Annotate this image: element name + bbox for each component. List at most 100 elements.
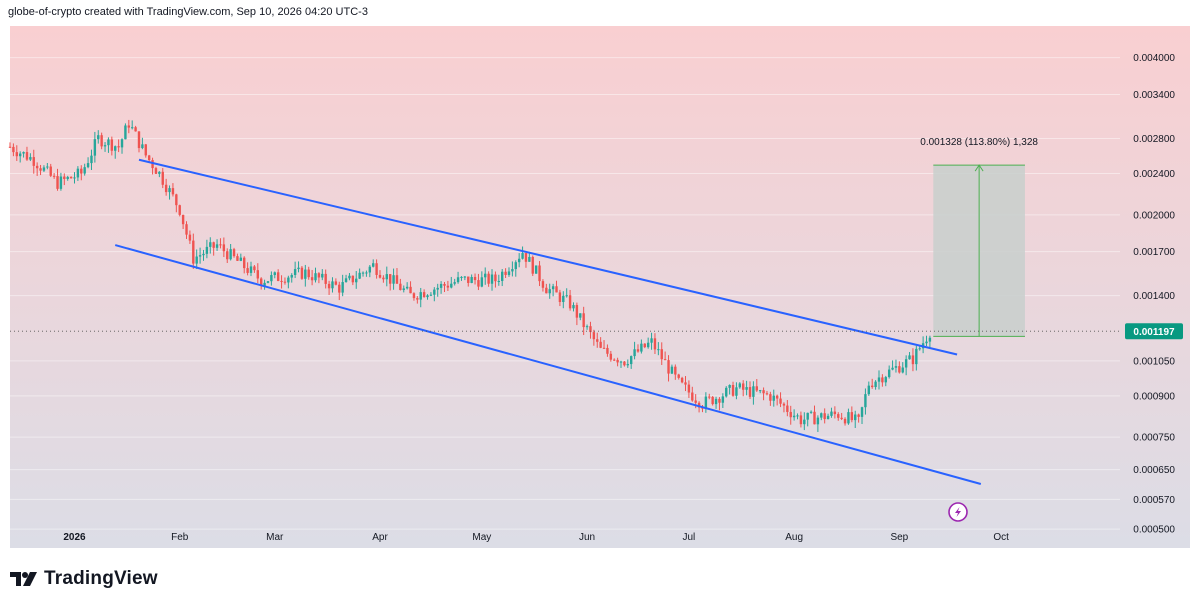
candle-body (694, 400, 697, 403)
price-axis[interactable]: 0.004000 0.003400 0.002800 0.002400 0.002000… (1125, 53, 1183, 536)
candle-body (925, 341, 928, 344)
candle-body (361, 272, 365, 274)
candle-body (243, 257, 246, 269)
candle-body (297, 267, 300, 270)
candle-body (463, 276, 467, 278)
x-tick-label: Mar (266, 532, 284, 543)
candle-body (120, 139, 124, 148)
channel-line-upper (138, 158, 958, 356)
drawing-overlay[interactable]: 0.001328 (113.80%) 1,328 (10, 137, 1120, 485)
candle-body (134, 127, 137, 132)
candle-body (758, 390, 762, 392)
candle-body (507, 271, 511, 275)
candle-body (399, 283, 402, 291)
candle-body (796, 415, 799, 417)
candle-body (198, 255, 202, 257)
candle-body (324, 273, 327, 284)
candle-body (338, 284, 341, 293)
candle-body (222, 244, 226, 252)
candle-body (633, 349, 636, 357)
candle-body (568, 295, 572, 309)
candle-body (426, 295, 429, 298)
candle-body (725, 387, 728, 397)
candle-body (49, 166, 52, 176)
candle-body (355, 278, 358, 283)
candle-body (765, 393, 769, 395)
candle-body (514, 262, 517, 270)
y-tick-label: 0.000650 (1133, 465, 1175, 476)
candle-body (762, 390, 765, 394)
candle-body (127, 125, 131, 128)
candle-body (602, 347, 606, 349)
candle-body (596, 339, 599, 342)
candle-body (12, 146, 15, 153)
candle-body (843, 418, 847, 424)
candle-body (259, 278, 263, 286)
candle-body (629, 356, 633, 365)
candle-body (501, 271, 504, 281)
candle-body (124, 125, 127, 140)
candle-body (385, 274, 388, 280)
candle-body (640, 343, 643, 352)
candle-body (372, 263, 375, 267)
candle-body (147, 155, 151, 161)
candle-body (745, 387, 748, 390)
candle-body (517, 258, 521, 263)
candle-body (928, 337, 932, 342)
candle-body (775, 395, 779, 399)
candle-body (551, 286, 555, 290)
tradingview-logo[interactable]: TradingView (10, 566, 158, 592)
candle-body (728, 385, 731, 388)
candle-body (484, 273, 487, 278)
candle-body (314, 273, 317, 281)
candle-body (487, 273, 490, 284)
current-price-badge (1125, 323, 1183, 340)
y-tick-label: 0.000750 (1133, 433, 1175, 444)
candle-body (680, 377, 684, 383)
candle-body (178, 205, 181, 215)
candle-body (674, 366, 677, 375)
candle-body (562, 295, 565, 303)
candle-body (331, 281, 334, 289)
candle-body (799, 415, 803, 425)
candle-body (874, 381, 877, 388)
candle-body (422, 292, 426, 298)
candle-body (205, 246, 209, 254)
candle-body (450, 283, 453, 288)
candle-body (131, 127, 134, 129)
candle-body (871, 385, 874, 388)
current-price-label: 0.001197 (1133, 327, 1175, 338)
candle-body (304, 269, 307, 279)
candle-body (63, 176, 66, 179)
time-axis[interactable]: 2026 Feb Mar Apr May Jun Jul Aug Sep Oct (63, 532, 1009, 543)
candle-body (59, 176, 63, 189)
candle-body (653, 338, 657, 350)
candle-body (494, 274, 497, 282)
tradingview-mark-icon (10, 572, 37, 586)
candle-body (192, 240, 195, 264)
candle-body (232, 249, 236, 257)
x-tick-label: Jun (579, 532, 595, 543)
candle-body (826, 415, 830, 420)
candle-body (901, 367, 904, 373)
candle-body (864, 394, 867, 408)
candle-body (820, 413, 823, 418)
candle-body (15, 152, 18, 157)
candle-body (524, 253, 528, 262)
candle-body (714, 398, 718, 405)
candle-body (266, 281, 270, 283)
lightning-icon[interactable] (948, 502, 968, 522)
candle-body (161, 171, 164, 185)
candle-body (35, 165, 39, 169)
candle-body (76, 168, 80, 178)
candle-body (202, 253, 205, 256)
candle-body (66, 176, 69, 179)
candle-body (616, 359, 619, 363)
candle-body (467, 276, 470, 283)
candle-body (636, 349, 640, 352)
candle-body (378, 274, 382, 278)
price-range-label: 0.001328 (113.80%) 1,328 (920, 137, 1038, 148)
candle-body (137, 131, 141, 149)
candle-body (565, 295, 568, 297)
